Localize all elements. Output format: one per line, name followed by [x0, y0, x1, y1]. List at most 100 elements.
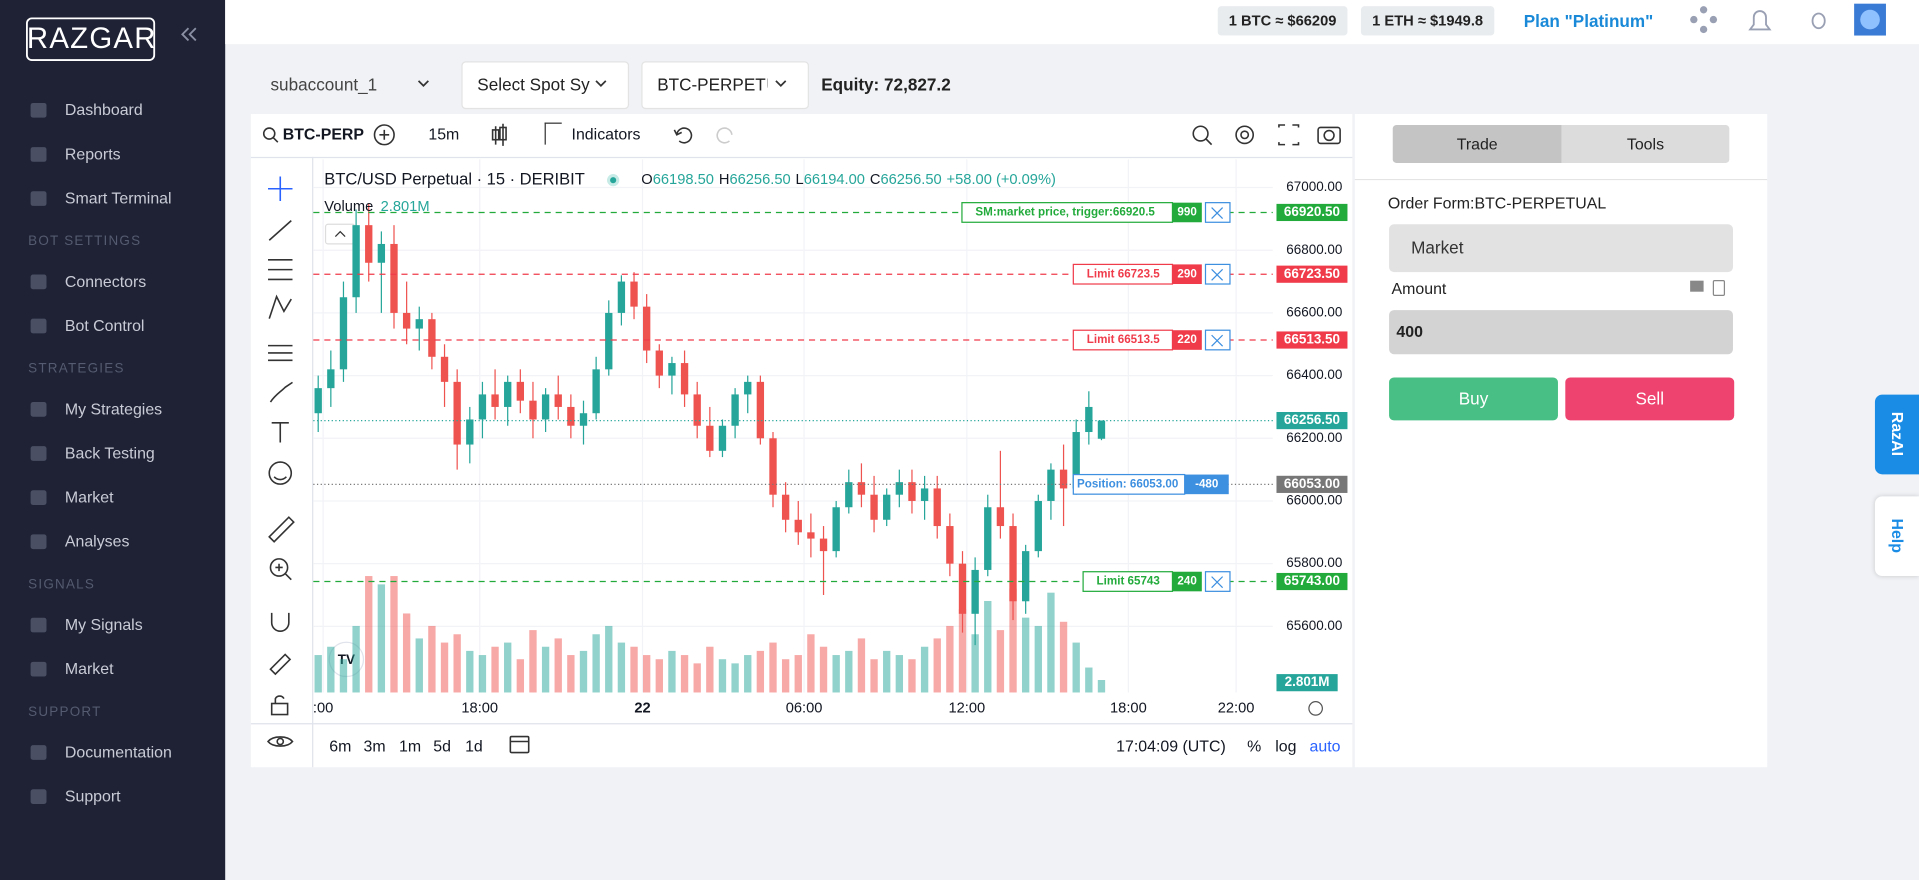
candle-body	[680, 363, 689, 395]
range-button[interactable]: 6m	[329, 736, 352, 755]
menu-item[interactable]: Bot Control	[64, 316, 145, 335]
account-select[interactable]: subaccount_1	[270, 74, 378, 95]
symbol-search[interactable]: BTC-PERP	[282, 125, 365, 144]
last-price-label: 66256.50	[1284, 412, 1340, 427]
volume-bar	[731, 663, 739, 693]
menu-item[interactable]: Smart Terminal	[64, 188, 172, 208]
candle-body	[617, 281, 626, 313]
volume-bar	[567, 655, 575, 693]
candle-body	[857, 482, 866, 495]
volume-bar	[541, 646, 550, 693]
volume-bar	[1072, 642, 1080, 693]
candle-body	[402, 312, 411, 329]
menu-item[interactable]: Support	[64, 786, 121, 806]
candle-body	[895, 482, 904, 495]
ohlc-key: L	[796, 172, 804, 188]
menu-item[interactable]: Back Testing	[64, 443, 155, 463]
menu-item[interactable]: Dashboard	[64, 100, 143, 119]
menu-icon	[30, 402, 47, 417]
menu-item[interactable]: Market	[64, 487, 114, 507]
candle-body	[706, 425, 714, 451]
chart-title: BTC/USD Perpetual · 15 · DERIBIT	[324, 170, 584, 189]
range-button[interactable]: 3m	[363, 736, 386, 755]
volume-bar	[579, 650, 588, 693]
razai-tab[interactable]: RazAI	[1874, 394, 1919, 475]
order-qty: 290	[1177, 267, 1196, 280]
position-price-badge	[1276, 475, 1348, 493]
percent-toggle[interactable]: %	[1247, 736, 1262, 755]
candle-body	[554, 394, 562, 407]
y-tick-label: 65600.00	[1286, 618, 1342, 633]
fx-icon	[544, 122, 562, 145]
interval[interactable]: 15m	[428, 125, 460, 144]
menu-item[interactable]: Market	[64, 659, 114, 678]
ohlc-key: O	[641, 172, 652, 188]
candle-body	[478, 394, 487, 420]
tab-tools[interactable]: Tools	[1561, 125, 1730, 164]
candle-body	[541, 394, 550, 420]
symbol-select[interactable]	[641, 61, 809, 110]
volume-bar	[605, 625, 613, 693]
candle-body	[1059, 469, 1068, 489]
candle-body	[946, 526, 954, 564]
menu-item[interactable]: Reports	[64, 144, 121, 164]
candle-body	[390, 243, 398, 313]
btc-price: 1 BTC ≈ $66209	[1217, 6, 1348, 36]
menu-item[interactable]: My Signals	[64, 615, 143, 634]
menu-item[interactable]: Connectors	[64, 272, 147, 291]
y-tick-label: 66400.00	[1286, 367, 1342, 382]
help-tab[interactable]: Help	[1874, 496, 1919, 577]
axis-settings[interactable]	[1308, 701, 1323, 716]
menu-item[interactable]: Documentation	[64, 742, 172, 762]
volume-bar	[516, 659, 525, 693]
ohlc-change: +58.00 (+0.09%)	[947, 172, 1056, 188]
amount-input[interactable]: 400	[1389, 310, 1733, 355]
x-tick-label: 22:00	[1218, 700, 1255, 716]
volume-bar	[857, 638, 866, 693]
y-tick-label: 67000.00	[1286, 179, 1342, 194]
sell-button[interactable]: Sell	[1565, 377, 1735, 421]
ohlc-value: 66256.50	[729, 172, 790, 188]
candle-body	[1021, 551, 1030, 602]
menu-item[interactable]: My Strategies	[64, 399, 163, 418]
x-tick-label: 18:00	[461, 700, 498, 716]
volume-value: 2.801M	[381, 199, 430, 215]
menu-item[interactable]: Analyses	[64, 531, 130, 551]
order-type[interactable]: Market	[1389, 224, 1733, 273]
logo: RAZGAR	[26, 22, 157, 56]
collapse-icon[interactable]	[181, 27, 197, 42]
menu-icon	[30, 534, 47, 550]
volume-bar	[1034, 625, 1042, 693]
tab-trade[interactable]: Trade	[1392, 125, 1562, 164]
range-button[interactable]: 5d	[433, 736, 451, 755]
range-button[interactable]: 1m	[398, 736, 422, 755]
indicators[interactable]: Indicators	[571, 125, 641, 144]
volume-bar	[1097, 680, 1106, 693]
menu-icon	[30, 147, 47, 162]
log-toggle[interactable]: log	[1275, 736, 1297, 755]
ohlc-key: H	[719, 172, 730, 188]
order-panel	[1354, 113, 1768, 768]
volume-bar	[402, 613, 411, 693]
volume-legend: Volume 2.801M	[324, 199, 429, 215]
buy-button[interactable]: Buy	[1389, 377, 1558, 421]
amount-label: Amount	[1391, 279, 1447, 298]
drawing-tools	[267, 176, 530, 754]
volume-bar	[996, 630, 1005, 693]
volume-bar	[744, 655, 752, 693]
position-label: Position: 66053.00	[1077, 477, 1178, 490]
candle-body	[630, 281, 638, 307]
spot-select[interactable]	[461, 61, 630, 110]
ohlc-value: 66256.50	[880, 172, 941, 188]
menu-heading: SUPPORT	[28, 704, 102, 720]
order-qty: 240	[1177, 575, 1196, 588]
auto-toggle[interactable]: auto	[1309, 736, 1341, 755]
volume-bar	[415, 638, 423, 693]
order-price-label: 66723.50	[1284, 266, 1340, 281]
range-button[interactable]: 1d	[465, 736, 483, 755]
volume-bar	[554, 638, 562, 693]
order-price-badge	[1276, 265, 1348, 283]
plan[interactable]: Plan "Platinum"	[1523, 11, 1654, 31]
volume-bar	[693, 663, 701, 693]
volume-bar	[592, 634, 600, 693]
